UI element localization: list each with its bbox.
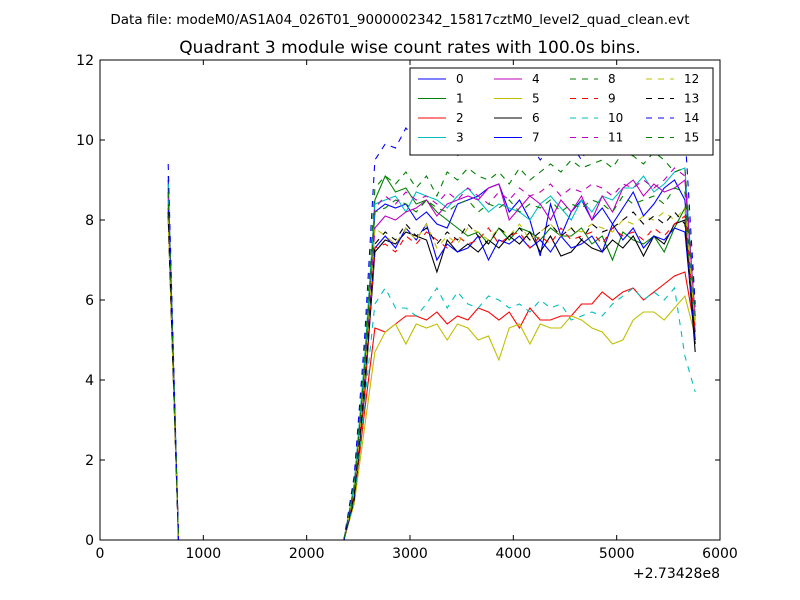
series-line-5 <box>167 219 696 540</box>
chart-title: Quadrant 3 module wise count rates with … <box>179 38 640 58</box>
chart-suptitle: Data file: modeM0/AS1A04_026T01_90000023… <box>110 12 689 28</box>
series-line-12 <box>167 206 696 540</box>
legend-label-9: 9 <box>608 92 616 106</box>
legend-label-3: 3 <box>456 131 464 145</box>
y-tick-label: 6 <box>85 293 94 309</box>
legend-label-1: 1 <box>456 92 464 106</box>
x-tick-label: 6000 <box>702 546 738 562</box>
y-tick-label: 10 <box>76 133 94 149</box>
legend-label-0: 0 <box>456 72 464 86</box>
legend-label-7: 7 <box>532 131 540 145</box>
legend-label-4: 4 <box>532 72 540 86</box>
series-line-15 <box>167 187 696 540</box>
series-line-8 <box>167 151 696 540</box>
y-tick-label: 8 <box>85 213 94 229</box>
y-tick-label: 0 <box>85 533 94 549</box>
legend-label-5: 5 <box>532 92 540 106</box>
series-line-11 <box>167 167 696 540</box>
series-line-0 <box>167 179 696 540</box>
legend-label-15: 15 <box>684 131 699 145</box>
legend-label-8: 8 <box>608 72 616 86</box>
series-line-6 <box>167 215 696 540</box>
series-layer <box>167 122 696 540</box>
legend-label-2: 2 <box>456 111 464 125</box>
series-line-4 <box>167 178 696 540</box>
x-tick-label: 3000 <box>392 546 428 562</box>
series-line-2 <box>167 211 696 540</box>
series-line-3 <box>167 167 696 540</box>
x-tick-label: 4000 <box>496 546 532 562</box>
x-tick-label: 1000 <box>186 546 222 562</box>
series-line-1 <box>167 174 696 540</box>
x-offset-label: +2.73428e8 <box>633 566 720 582</box>
legend-label-14: 14 <box>684 111 699 125</box>
x-tick-label: 2000 <box>289 546 325 562</box>
y-tick-label: 2 <box>85 453 94 469</box>
legend-label-12: 12 <box>684 72 699 86</box>
series-line-13 <box>167 211 696 540</box>
legend-label-11: 11 <box>608 131 623 145</box>
legend-label-13: 13 <box>684 92 699 106</box>
legend-label-10: 10 <box>608 111 623 125</box>
x-tick-label: 0 <box>96 546 105 562</box>
legend-frame <box>409 67 714 156</box>
y-tick-label: 4 <box>85 373 94 389</box>
y-tick-label: 12 <box>76 53 94 69</box>
x-tick-label: 5000 <box>599 546 635 562</box>
legend-label-6: 6 <box>532 111 540 125</box>
series-line-7 <box>167 207 696 540</box>
